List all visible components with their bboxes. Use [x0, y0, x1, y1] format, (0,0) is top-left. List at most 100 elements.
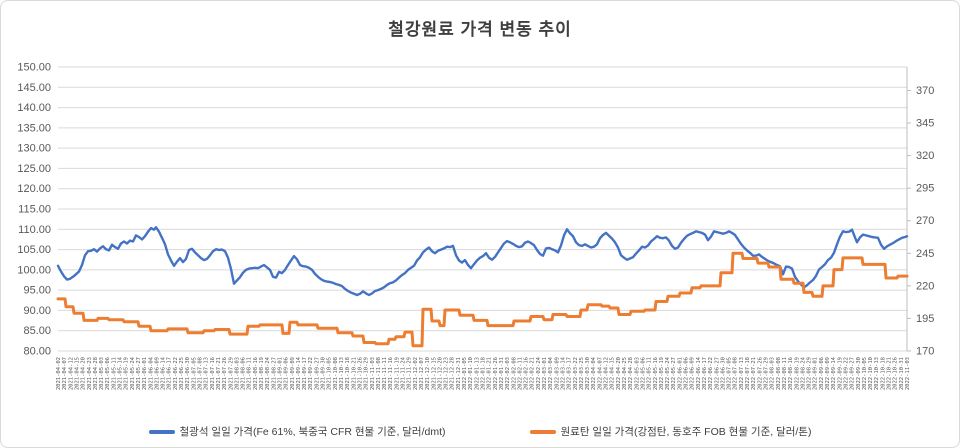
x-axis-date-label: 2021-12-31 [456, 357, 462, 390]
x-axis-date-label: 2022-06-14 [696, 356, 702, 390]
x-axis-date-label: 2022-03-25 [579, 357, 585, 390]
x-axis-date-label: 2022-01-18 [481, 357, 487, 390]
x-axis-date-label: 2022-01-05 [462, 357, 468, 390]
x-axis-date-label: 2022-07-29 [764, 357, 770, 390]
x-axis-date-label: 2022-02-21 [530, 357, 536, 390]
x-axis-date-label: 2021-09-01 [277, 357, 283, 390]
x-axis-date-label: 2022-10-18 [880, 357, 886, 390]
x-axis-date-label: 2021-04-23 [87, 357, 93, 390]
coking-coal-line-swatch-icon [529, 429, 556, 434]
x-axis-date-label: 2021-04-20 [81, 357, 87, 390]
x-axis-date-label: 2022-09-19 [837, 357, 843, 390]
x-axis-date-label: 2022-03-22 [573, 357, 579, 390]
x-axis-date-label: 2021-09-06 [284, 357, 290, 390]
x-axis-date-label: 2022-10-31 [899, 357, 905, 390]
x-axis-date-label: 2022-05-24 [665, 356, 671, 390]
y-right-tick-label: 220 [916, 280, 934, 292]
y-left-tick-label: 120.00 [17, 183, 51, 195]
x-axis-date-label: 2022-09-14 [831, 356, 837, 390]
x-axis-date-label: 2022-05-19 [659, 357, 665, 390]
y-right-tick-label: 270 [916, 215, 934, 227]
x-axis-date-label: 2022-05-11 [647, 357, 653, 390]
x-axis-date-label: 2022-07-18 [745, 357, 751, 390]
x-axis-date-label: 2022-08-24 [800, 356, 806, 390]
x-axis-date-label: 2021-05-27 [136, 357, 142, 390]
x-axis-date-label: 2021-05-11 [111, 357, 117, 390]
x-axis-date-label: 2022-06-06 [684, 357, 690, 390]
x-axis-date-label: 2021-06-14 [161, 356, 167, 390]
x-axis-date-label: 2022-02-03 [505, 357, 511, 390]
x-axis-date-label: 2021-07-26 [222, 357, 228, 390]
x-axis-date-label: 2021-07-29 [228, 357, 234, 390]
x-axis-date-label: 2022-09-27 [850, 357, 856, 390]
x-axis-date-label: 2021-08-11 [247, 357, 253, 390]
x-axis-date-label: 2022-09-01 [813, 357, 819, 390]
x-axis-date-label: 2021-09-09 [290, 357, 296, 390]
x-axis-date-label: 2022-07-21 [751, 357, 757, 390]
x-axis-date-label: 2021-08-19 [259, 357, 265, 390]
x-axis-date-label: 2022-04-20 [616, 357, 622, 390]
x-axis-date-label: 2021-07-21 [216, 357, 222, 390]
x-axis-date-label: 2021-05-14 [118, 356, 124, 390]
x-axis-date-label: 2022-04-12 [604, 357, 610, 390]
x-axis-date-label: 2022-06-30 [720, 357, 726, 390]
x-axis-date-label: 2021-06-04 [148, 356, 154, 390]
x-axis-date-label: 2021-12-15 [431, 357, 437, 390]
x-axis-date-label: 2021-12-20 [437, 357, 443, 390]
x-axis-date-label: 2021-04-12 [68, 357, 74, 390]
x-axis-date-label: 2021-07-13 [204, 357, 210, 390]
y-right-tick-label: 370 [916, 85, 934, 97]
y-left-tick-label: 95.00 [23, 285, 51, 297]
x-axis-date-label: 2021-10-29 [364, 357, 370, 390]
y-left-tick-label: 130.00 [17, 143, 51, 155]
y-left-tick-label: 135.00 [17, 122, 51, 134]
x-axis-date-label: 2022-01-10 [468, 357, 474, 390]
y-right-tick-labels: 370 345 320 295 270 245 220 195 170 [916, 85, 934, 358]
x-axis-date-label: 2022-08-11 [782, 357, 788, 390]
x-axis-date-label: 2021-07-05 [191, 357, 197, 390]
chart-title: 철강원료 가격 변동 추이 [388, 20, 572, 39]
x-axis-date-label: 2022-07-08 [733, 357, 739, 390]
iron-ore-price-line [56, 226, 909, 297]
y-right-axis [906, 67, 911, 352]
x-axis-date-label: 2022-02-24 [536, 356, 542, 390]
x-axis-date-label: 2022-08-29 [807, 357, 813, 390]
x-axis-date-label: 2021-08-16 [253, 357, 259, 390]
x-axis-date-label: 2022-03-14 [560, 356, 566, 390]
y-left-tick-label: 145.00 [17, 82, 51, 94]
x-axis-date-label: 2021-06-17 [167, 357, 173, 390]
y-right-tick-label: 345 [916, 118, 934, 130]
x-axis-date-label: 2022-06-17 [702, 357, 708, 390]
legend: 철광석 일일 가격(Fe 61%, 북중국 CFR 현물 기준, 달러/dmt)… [1, 424, 959, 439]
x-axis-date-label: 2021-08-27 [271, 357, 277, 390]
x-axis-date-label: 2021-04-02 [56, 357, 62, 390]
x-axis-date-label: 2022-07-13 [739, 357, 745, 390]
x-axis-date-label: 2021-04-28 [93, 357, 99, 390]
y-right-tick-label: 170 [916, 346, 934, 358]
x-axis-date-label: 2022-03-09 [554, 357, 560, 390]
y-left-tick-label: 150.00 [17, 62, 51, 74]
x-axis-date-label: 2021-05-24 [130, 356, 136, 390]
x-axis-date-label: 2022-01-13 [474, 357, 480, 390]
x-axis-date-labels: 2021-04-02 2021-04-07 2021-04-12 2021-04-15… [56, 356, 911, 390]
x-axis-date-label: 2022-08-19 [794, 357, 800, 390]
legend-item-coking-coal: 원료탄 일일 가격(강점탄, 동호주 FOB 현물 기준, 달러/톤) [529, 424, 811, 439]
x-axis-date-label: 2022-02-11 [517, 357, 523, 390]
x-axis-date-label: 2021-11-11 [382, 357, 388, 390]
x-axis-date-label: 2022-06-01 [677, 357, 683, 390]
y-left-tick-label: 90.00 [23, 305, 51, 317]
y-left-tick-label: 80.00 [23, 346, 51, 358]
x-axis-date-label: 2022-04-07 [597, 357, 603, 390]
x-axis-date-label: 2021-11-19 [394, 357, 400, 390]
x-axis-date-label: 2022-11-03 [905, 357, 911, 390]
y-right-tick-label: 295 [916, 183, 934, 195]
x-axis-date-label: 2022-10-21 [887, 357, 893, 390]
x-axis-date-label: 2021-09-14 [296, 356, 302, 390]
x-axis-date-label: 2022-10-26 [893, 357, 899, 390]
iron-ore-line-swatch-icon [148, 429, 175, 434]
x-axis-date-label: 2021-12-07 [419, 357, 425, 390]
x-axis-date-label: 2021-08-24 [265, 356, 271, 390]
y-left-tick-label: 115.00 [18, 204, 51, 216]
gridlines [58, 66, 907, 352]
x-axis-date-label: 2021-10-13 [339, 357, 345, 390]
